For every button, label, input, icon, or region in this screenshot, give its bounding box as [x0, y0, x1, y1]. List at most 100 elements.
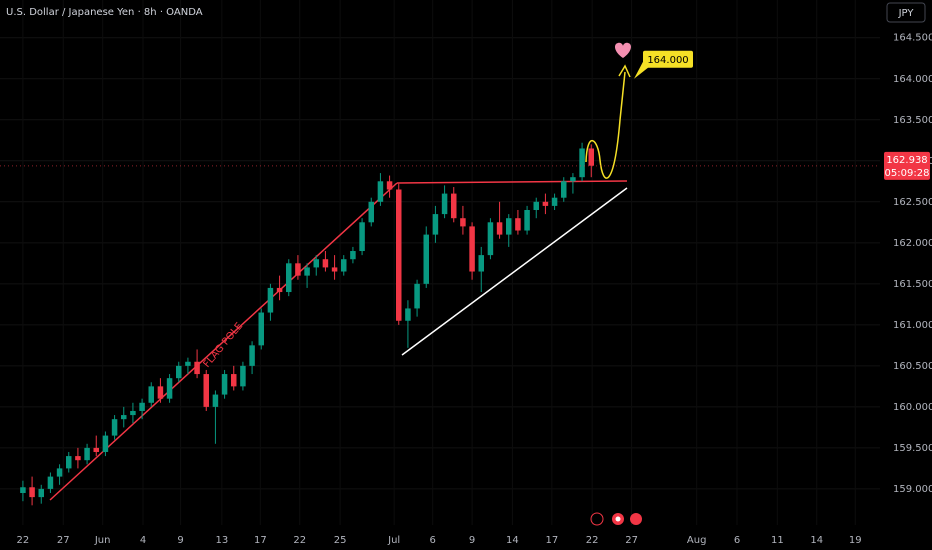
- candle-body: [295, 263, 301, 276]
- candle-body: [405, 308, 411, 321]
- x-tick-label: 14: [810, 535, 823, 546]
- candle-body: [221, 374, 228, 395]
- candle-body: [93, 447, 99, 452]
- candle-body: [258, 312, 264, 346]
- y-tick-label: 162.500: [893, 197, 932, 208]
- candle-body: [121, 415, 127, 420]
- x-tick-label: 9: [469, 535, 475, 546]
- candle-body: [588, 148, 594, 166]
- candle-body: [368, 201, 374, 223]
- candle-body: [561, 181, 567, 198]
- x-tick-label: Jul: [387, 535, 400, 546]
- target-box: [643, 50, 693, 68]
- last-price-box: [884, 151, 930, 180]
- candle-body: [551, 197, 558, 206]
- support-line: [401, 187, 628, 356]
- x-tick-label: 17: [545, 535, 558, 546]
- candle-body: [331, 267, 338, 272]
- event-icon[interactable]: [590, 512, 604, 526]
- heart-icon: [615, 42, 631, 58]
- candle-body: [185, 361, 191, 366]
- candle-body: [66, 456, 72, 469]
- y-tick-label: 161.500: [893, 279, 932, 290]
- x-tick-label: 27: [625, 535, 638, 546]
- candle-body: [524, 210, 530, 231]
- x-tick-label: 22: [17, 535, 30, 546]
- candle-body: [148, 386, 154, 403]
- candle-body: [386, 181, 393, 190]
- candle-body: [313, 259, 319, 268]
- x-tick-label: 22: [586, 535, 599, 546]
- projection-arrowhead: [618, 64, 631, 78]
- candle-body: [157, 386, 164, 399]
- event-icon-dot: [615, 516, 621, 522]
- candle-body: [240, 365, 246, 387]
- x-tick-label: 11: [771, 535, 784, 546]
- y-tick-label: 160.000: [893, 402, 932, 413]
- resistance-line: [396, 180, 628, 184]
- x-tick-label: 6: [429, 535, 435, 546]
- candle-body: [579, 148, 585, 178]
- candle-body: [249, 345, 255, 366]
- target-label: 164.000: [647, 55, 688, 66]
- currency-label[interactable]: JPY: [898, 8, 915, 19]
- candle-body: [267, 287, 274, 313]
- candle-body: [478, 255, 484, 272]
- candle-body: [432, 214, 439, 235]
- candle-body: [414, 283, 420, 309]
- projection-path: [585, 71, 626, 179]
- candle-body: [38, 488, 44, 498]
- candle-body: [75, 456, 81, 461]
- y-tick-label: 159.500: [893, 443, 932, 454]
- candle-body: [341, 259, 347, 272]
- candle-body: [47, 476, 54, 489]
- candle-body: [203, 374, 209, 407]
- candle-body: [286, 263, 292, 293]
- candle-body: [487, 222, 494, 256]
- grid: [0, 0, 880, 525]
- candle-body: [469, 226, 475, 272]
- candle-body: [166, 378, 173, 399]
- candle-body: [460, 218, 466, 227]
- y-tick-label: 164.500: [893, 33, 932, 44]
- x-tick-label: Aug: [687, 535, 707, 546]
- candle-body: [350, 251, 356, 260]
- candle-body: [130, 410, 136, 416]
- y-tick-label: 163.500: [893, 115, 932, 126]
- candle-body: [176, 365, 182, 379]
- x-tick-label: 9: [177, 535, 183, 546]
- y-tick-label: 160.500: [893, 361, 932, 372]
- countdown-label: 05:09:28: [885, 168, 930, 179]
- x-tick-label: 6: [734, 535, 740, 546]
- candle-body: [29, 487, 35, 498]
- candle-body: [359, 222, 365, 252]
- currency-button[interactable]: [886, 2, 926, 23]
- x-tick-label: 22: [293, 535, 306, 546]
- candle-body: [533, 201, 539, 210]
- candle-body: [20, 487, 26, 494]
- y-tick-label: 159.000: [893, 484, 932, 495]
- event-icon[interactable]: [630, 513, 642, 525]
- candle-body: [423, 234, 429, 284]
- candle-body: [212, 394, 219, 407]
- chart-title: U.S. Dollar / Japanese Yen · 8h · OANDA: [6, 7, 203, 18]
- y-tick-label: 161.000: [893, 320, 932, 331]
- x-tick-label: 25: [334, 535, 347, 546]
- x-tick-label: 13: [215, 535, 228, 546]
- candle-body: [56, 468, 63, 477]
- candle-body: [194, 361, 200, 375]
- x-tick-label: 4: [140, 535, 146, 546]
- candle-body: [139, 402, 145, 411]
- candles: [20, 142, 594, 506]
- axes: 159.000 159.500 160.000 160.500 161.000 161.5…: [0, 33, 932, 546]
- candle-body: [377, 181, 384, 202]
- x-tick-label: 19: [849, 535, 862, 546]
- candle-body: [102, 435, 109, 452]
- y-tick-label: 162.000: [893, 238, 932, 249]
- candle-body: [441, 193, 448, 215]
- candle-body: [396, 189, 402, 321]
- y-tick-label: 164.000: [893, 74, 932, 85]
- candle-body: [506, 218, 512, 235]
- x-tick-label: 27: [57, 535, 70, 546]
